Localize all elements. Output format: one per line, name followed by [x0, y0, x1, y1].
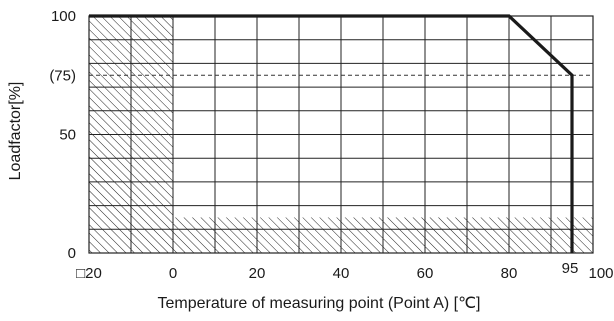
x-axis-title: Temperature of measuring point (Point A)…	[157, 295, 480, 312]
y-axis-title: Loadfactor[%]	[7, 82, 24, 181]
y-tick-label: 50	[59, 127, 76, 144]
x-tick-label: 100	[588, 265, 613, 282]
x-tick-label: 95	[562, 260, 579, 277]
x-tick-label: 20	[249, 265, 266, 282]
x-tick-label: 40	[333, 265, 350, 282]
series-line-0	[89, 14, 574, 253]
y-tick-label: 0	[68, 245, 76, 262]
y-tick-label: (75)	[49, 67, 76, 84]
x-tick-label: 0	[169, 265, 177, 282]
x-tick-label: 80	[501, 265, 518, 282]
x-tick-label: □20	[76, 265, 102, 282]
x-tick-label: 60	[417, 265, 434, 282]
y-tick-label: 100	[51, 8, 76, 25]
